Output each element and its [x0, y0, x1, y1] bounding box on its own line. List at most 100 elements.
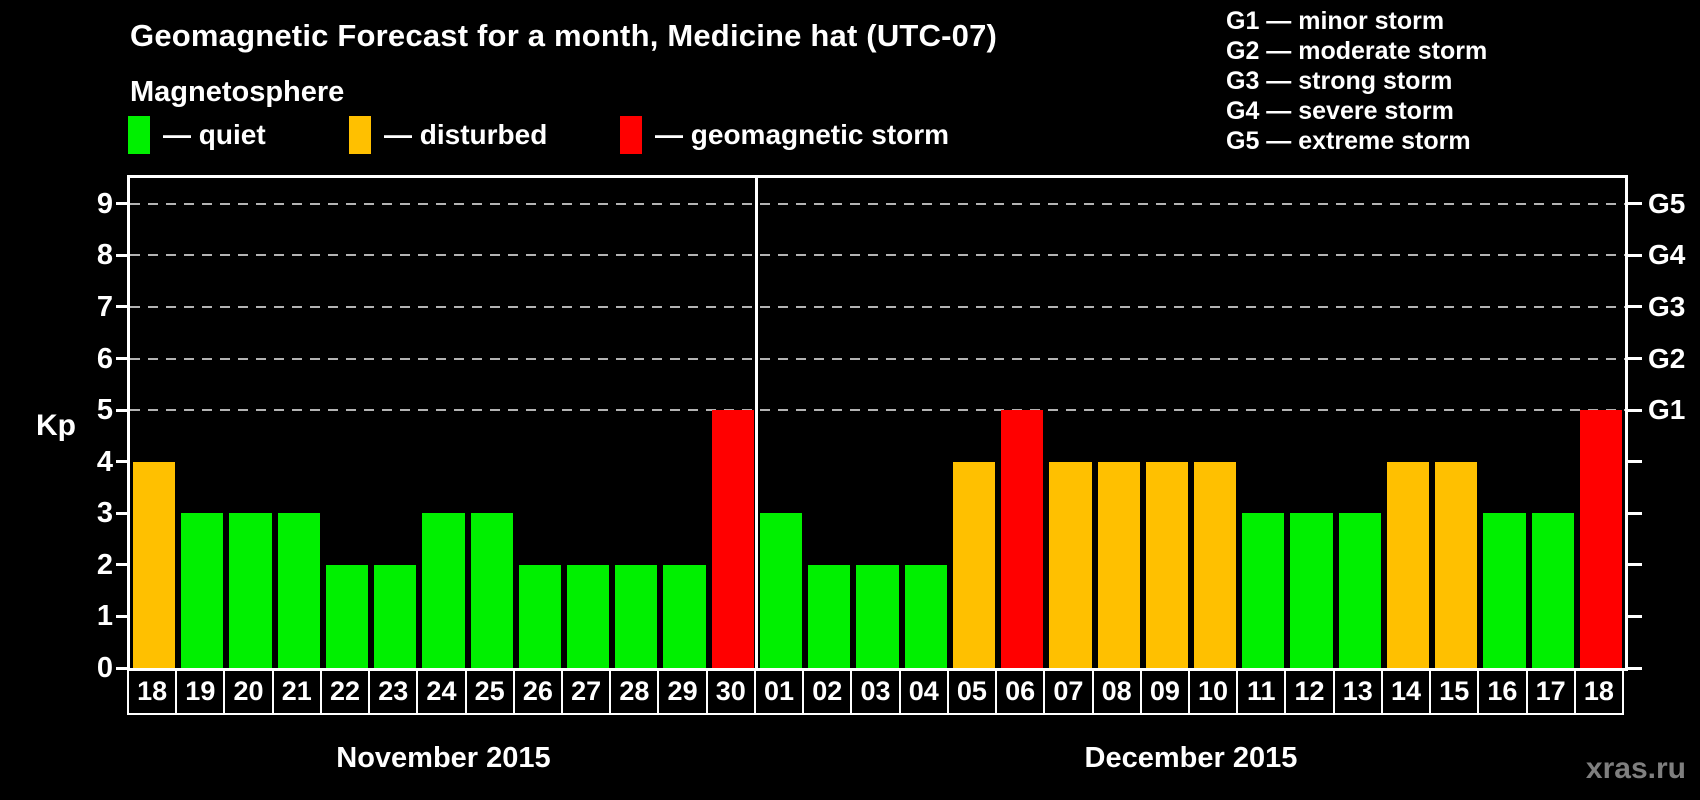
kp-bar — [1386, 461, 1430, 668]
day-label-box: 15 — [1429, 669, 1480, 715]
kp-bar — [1338, 513, 1381, 668]
kp-bar — [229, 513, 272, 668]
kp-bar — [567, 564, 610, 668]
day-label-box: 24 — [416, 669, 467, 715]
y-axis-tick — [116, 357, 130, 361]
right-axis-tick — [1628, 408, 1642, 412]
legend-item-geomagnetic-storm: — geomagnetic storm — [620, 114, 949, 156]
right-axis-tick — [1628, 253, 1642, 257]
day-label-box: 26 — [512, 669, 564, 715]
day-label-box: 04 — [898, 669, 949, 715]
right-axis-tick — [1628, 666, 1642, 670]
y-axis-label: Kp — [36, 409, 76, 442]
y-axis-tick — [116, 666, 130, 670]
kp-gridline — [130, 357, 1625, 360]
geomagnetic-storm-color-swatch — [620, 116, 642, 154]
right-axis-tick — [1628, 305, 1642, 309]
kp-bar — [470, 513, 513, 668]
kp-bar — [663, 564, 706, 668]
right-axis-tick — [1628, 202, 1642, 206]
g-scale-tick-label: G4 — [1648, 239, 1686, 271]
day-label-box: 14 — [1380, 669, 1432, 715]
y-axis-tick-label: 0 — [96, 652, 113, 684]
right-axis-tick — [1628, 563, 1642, 567]
g-legend-line: G5 — extreme storm — [1226, 127, 1471, 155]
g-scale-tick-label: G5 — [1648, 187, 1686, 219]
day-label-box: 28 — [609, 669, 660, 715]
kp-bar — [181, 513, 224, 668]
day-label-box: 06 — [995, 669, 1046, 715]
kp-bar — [518, 564, 562, 668]
y-axis-tick — [116, 202, 130, 206]
day-label-box: 21 — [271, 669, 322, 715]
day-label-box: 16 — [1477, 669, 1528, 715]
kp-bar — [808, 564, 851, 668]
g-legend-line: G1 — minor storm — [1226, 7, 1445, 35]
day-label-box: 03 — [850, 669, 901, 715]
kp-bar — [133, 461, 176, 668]
day-label-box: 10 — [1187, 669, 1239, 715]
day-label-box: 05 — [946, 669, 998, 715]
y-axis-tick-label: 7 — [96, 290, 113, 323]
y-axis-tick — [116, 305, 130, 309]
right-axis-tick — [1628, 460, 1642, 464]
right-axis-tick — [1628, 357, 1642, 361]
kp-bar — [759, 513, 803, 668]
day-label-box: 02 — [802, 669, 853, 715]
day-label-box: 27 — [561, 669, 612, 715]
g-scale-legend: G1 — minor storm G2 — moderate storm G3 — … — [1226, 6, 1487, 156]
kp-bar — [1193, 461, 1237, 668]
y-axis-tick — [116, 408, 130, 412]
kp-bar — [856, 564, 899, 668]
chart-title: Geomagnetic Forecast for a month, Medici… — [130, 18, 998, 53]
kp-bar — [904, 564, 947, 668]
kp-bar — [1290, 513, 1333, 668]
kp-bar — [1531, 513, 1574, 668]
day-label-box: 22 — [319, 669, 371, 715]
y-axis-tick-label: 2 — [96, 548, 113, 581]
watermark: xras.ru — [1585, 752, 1686, 785]
y-axis-tick — [116, 253, 130, 257]
kp-gridline — [130, 254, 1625, 257]
kp-bar — [711, 410, 754, 668]
day-label-box: 12 — [1284, 669, 1335, 715]
legend-item-quiet: — quiet — [128, 114, 266, 156]
g-legend-line: G4 — severe storm — [1226, 97, 1454, 125]
y-axis-tick — [116, 563, 130, 567]
kp-bar — [1001, 410, 1044, 668]
kp-gridline — [130, 202, 1625, 205]
day-label-box: 18 — [1573, 669, 1624, 715]
g-scale-tick-label: G1 — [1648, 394, 1686, 426]
chart-subtitle: Magnetosphere — [130, 76, 345, 108]
month-label: November 2015 — [336, 742, 551, 774]
kp-gridline — [130, 305, 1625, 308]
y-axis-tick-label: 9 — [96, 187, 113, 220]
day-label-box: 11 — [1236, 669, 1287, 715]
legend-label: — quiet — [163, 119, 266, 150]
legend-label: — geomagnetic storm — [655, 119, 950, 150]
disturbed-color-swatch — [349, 116, 371, 154]
day-label-box: 20 — [223, 669, 274, 715]
kp-bar — [374, 564, 417, 668]
kp-bar — [952, 461, 996, 668]
day-label-box: 18 — [127, 669, 178, 715]
plot-area — [127, 175, 1628, 671]
kp-bar — [1145, 461, 1188, 668]
day-label-box: 29 — [657, 669, 708, 715]
day-label-box: 01 — [753, 669, 805, 715]
y-axis-tick — [116, 460, 130, 464]
quiet-color-swatch — [128, 116, 150, 154]
kp-bar — [1242, 513, 1285, 668]
legend-item-disturbed: — disturbed — [349, 114, 547, 156]
y-axis-tick — [116, 511, 130, 515]
day-label-box: 19 — [175, 669, 226, 715]
g-legend-line: G2 — moderate storm — [1226, 37, 1488, 65]
kp-bar — [615, 564, 658, 668]
g-scale-tick-label: G2 — [1648, 342, 1686, 374]
right-axis-tick — [1628, 511, 1642, 515]
day-label-box: 07 — [1043, 669, 1094, 715]
y-axis-tick-label: 8 — [96, 239, 113, 272]
kp-bar — [1483, 513, 1526, 668]
day-label-box: 08 — [1091, 669, 1142, 715]
